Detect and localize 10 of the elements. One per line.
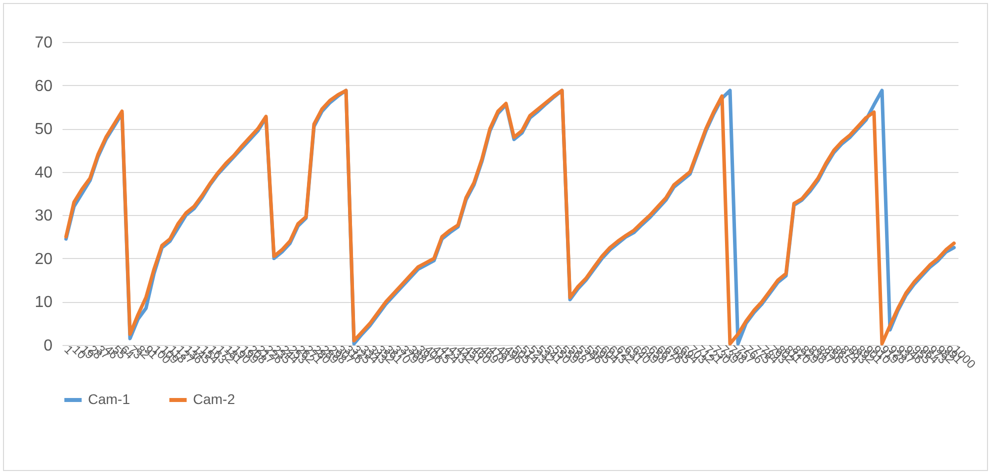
y-tick-label: 50 [34, 121, 53, 138]
y-tick-label: 30 [34, 208, 53, 225]
y-tick-label: 60 [34, 78, 53, 95]
y-tick-label: 40 [34, 164, 53, 182]
y-tick-label: 20 [34, 250, 53, 268]
legend-label: Cam-2 [193, 391, 236, 407]
y-tick-label: 70 [34, 34, 53, 52]
y-tick-label: 10 [34, 294, 53, 312]
y-tick-label: 0 [44, 338, 53, 354]
legend-label: Cam-1 [88, 391, 130, 407]
